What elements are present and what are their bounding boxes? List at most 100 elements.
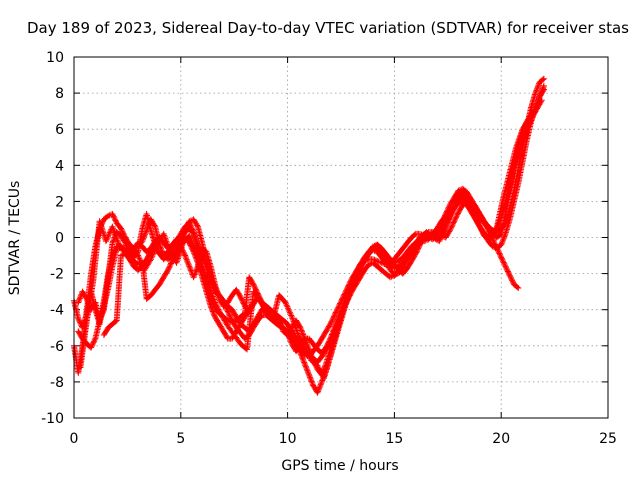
y-tick-label: -10 [41, 411, 64, 427]
data-point [299, 327, 302, 329]
data-point [124, 249, 126, 251]
data-point [90, 347, 92, 349]
data-point [462, 200, 464, 202]
data-point [457, 197, 460, 199]
data-point [504, 265, 507, 267]
data-point [218, 298, 220, 300]
data-point [175, 238, 178, 240]
data-point [252, 291, 255, 293]
data-point [419, 233, 421, 235]
data-point [393, 263, 395, 266]
data-point [246, 348, 248, 351]
data-point [180, 233, 182, 235]
data-point [222, 305, 225, 307]
x-tick-label: 15 [385, 431, 403, 447]
data-point [517, 168, 519, 170]
data-point [479, 217, 481, 219]
data-point [150, 247, 152, 249]
data-point [99, 319, 101, 322]
data-point [436, 227, 438, 230]
data-point [137, 263, 139, 266]
data-point [477, 222, 479, 224]
data-point [406, 242, 408, 244]
data-point [235, 289, 237, 291]
data-point [419, 244, 421, 246]
data-point [107, 215, 109, 217]
data-point [116, 247, 118, 249]
data-point [504, 233, 507, 235]
data-point [329, 323, 331, 325]
data-point [541, 99, 543, 101]
data-point [297, 334, 299, 336]
data-point [304, 337, 306, 340]
data-point [419, 238, 421, 240]
data-point [496, 236, 498, 239]
data-point [504, 215, 507, 217]
data-point [193, 218, 195, 221]
data-point [146, 298, 148, 300]
data-point [214, 301, 216, 304]
data-point [282, 330, 284, 332]
data-point [509, 189, 511, 192]
data-point [158, 253, 161, 255]
y-axis-label: SDTVAR / TECUs [7, 181, 23, 296]
data-point [201, 242, 203, 244]
data-point [457, 189, 460, 192]
data-point [400, 271, 402, 273]
data-point [124, 253, 126, 255]
data-point [432, 233, 434, 235]
data-point [184, 254, 186, 257]
data-point [380, 262, 383, 264]
data-point [81, 291, 84, 293]
data-point [513, 283, 515, 286]
data-point [462, 204, 464, 206]
data-point [240, 323, 242, 325]
data-point [244, 305, 246, 307]
data-point [137, 269, 139, 271]
data-point [207, 283, 210, 286]
data-point [220, 314, 222, 316]
data-point [432, 236, 434, 239]
data-point [259, 300, 261, 302]
data-point [291, 343, 293, 345]
series-track-f [77, 97, 545, 382]
data-point [184, 226, 186, 228]
data-point [406, 267, 408, 269]
data-point [509, 171, 511, 174]
data-point [500, 256, 502, 258]
data-point [248, 276, 250, 278]
data-point [133, 265, 135, 267]
data-point [372, 258, 374, 260]
data-point [105, 240, 107, 242]
data-point [158, 283, 161, 286]
data-point [116, 222, 118, 224]
data-point [282, 319, 284, 322]
data-point [338, 305, 340, 307]
data-point [402, 273, 404, 275]
data-point [543, 85, 545, 87]
data-point [539, 96, 541, 98]
data-point [272, 319, 274, 322]
data-point [94, 337, 96, 340]
data-point [398, 253, 400, 255]
data-point [496, 226, 498, 228]
x-axis-label: GPS time / hours [281, 458, 398, 474]
data-point [413, 247, 415, 249]
data-point [150, 294, 152, 296]
data-point [111, 323, 114, 325]
data-point [436, 233, 438, 235]
data-point [163, 233, 165, 235]
data-point [368, 253, 370, 255]
data-point [355, 274, 357, 277]
data-point [427, 238, 430, 240]
data-point [445, 236, 447, 239]
data-point [348, 291, 351, 293]
data-point [312, 350, 314, 352]
data-point [156, 244, 158, 246]
data-point [77, 330, 79, 332]
data-point [509, 274, 511, 277]
y-tick-label: 4 [55, 158, 64, 174]
data-point [425, 231, 428, 233]
y-tick-label: -4 [50, 303, 64, 319]
data-point [380, 269, 383, 271]
